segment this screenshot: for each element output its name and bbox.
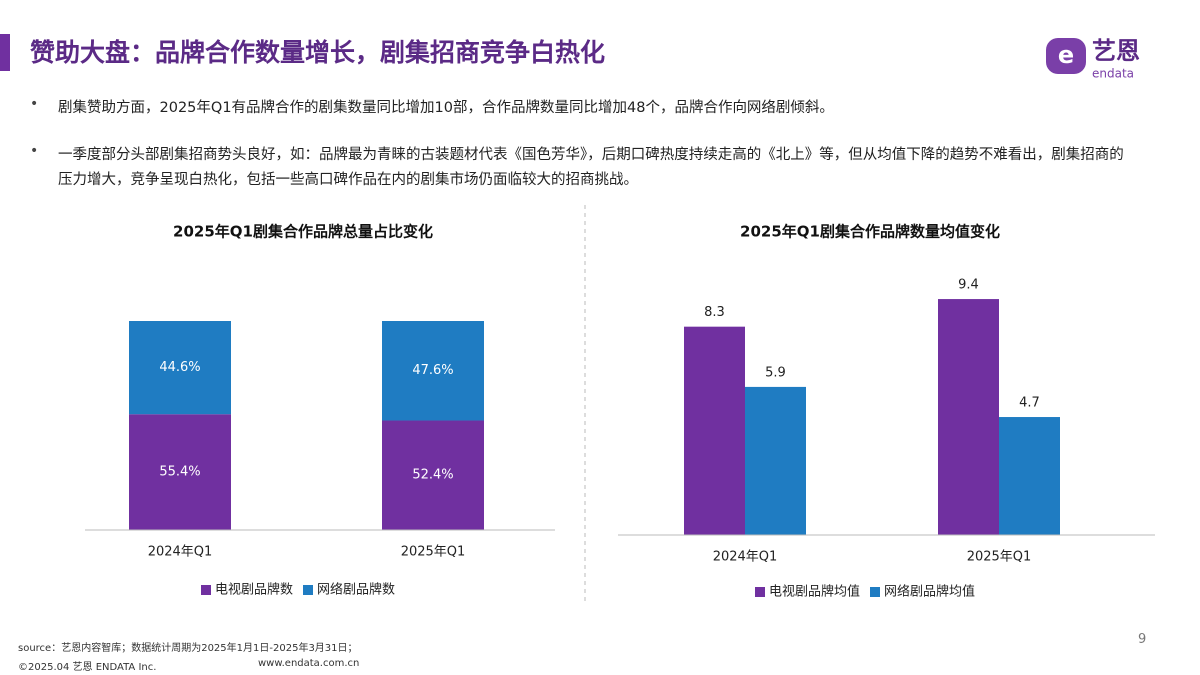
- bar: [938, 299, 999, 535]
- bar-segment: [129, 414, 231, 530]
- bullet: 剧集赞助方面，2025年Q1有品牌合作的剧集数量同比增加10部，合作品牌数量同比…: [58, 100, 834, 116]
- value-label: 52.4%: [412, 468, 453, 483]
- value-label: 55.4%: [159, 465, 200, 480]
- logo: e 艺恩 endata: [1046, 37, 1140, 81]
- value-label: 9.4: [958, 278, 979, 293]
- url: www.endata.com.cn: [258, 658, 360, 669]
- value-label: 8.3: [704, 305, 725, 320]
- x-tick-label: 2024年Q1: [148, 545, 213, 560]
- slide-title: 赞助大盘：品牌合作数量增长，剧集招商竞争白热化: [30, 38, 606, 67]
- page-number: 9: [1138, 632, 1147, 647]
- legend-swatch: [303, 585, 313, 595]
- x-tick-label: 2024年Q1: [713, 550, 778, 565]
- bar: [999, 417, 1060, 535]
- value-label: 47.6%: [412, 363, 453, 378]
- chart-title: 2025年Q1剧集合作品牌数量均值变化: [740, 223, 1000, 241]
- value-label: 44.6%: [159, 360, 200, 375]
- bullet-dot: •: [30, 96, 39, 112]
- legend-swatch: [870, 587, 880, 597]
- bar-segment: [129, 321, 231, 415]
- bar: [684, 326, 745, 535]
- logo-icon-letter: e: [1058, 41, 1074, 69]
- legend-label: 网络剧品牌均值: [884, 584, 975, 600]
- x-tick-label: 2025年Q1: [967, 550, 1032, 565]
- title-accent: [0, 34, 10, 71]
- value-label: 4.7: [1019, 396, 1040, 411]
- bar-segment: [382, 420, 484, 530]
- bar-segment: [382, 321, 484, 421]
- x-tick-label: 2025年Q1: [401, 545, 466, 560]
- bullet-dot: •: [30, 143, 39, 159]
- chart-title: 2025年Q1剧集合作品牌总量占比变化: [173, 223, 433, 241]
- source: source：艺恩内容智库；数据统计周期为2025年1月1日-2025年3月31…: [18, 643, 358, 654]
- legend-swatch: [755, 587, 765, 597]
- value-label: 5.9: [765, 365, 786, 380]
- logo-name: 艺恩: [1092, 37, 1140, 65]
- legend-swatch: [201, 585, 211, 595]
- copyright: ©2025.04 艺恩 ENDATA Inc.: [18, 662, 157, 673]
- legend-label: 网络剧品牌数: [317, 582, 395, 598]
- logo-sub: endata: [1092, 67, 1134, 81]
- legend-label: 电视剧品牌均值: [769, 584, 860, 600]
- logo-icon: [1046, 38, 1086, 74]
- legend-label: 电视剧品牌数: [215, 582, 293, 598]
- bullet: 一季度部分头部剧集招商势头良好，如：品牌最为青睐的古装题材代表《国色芳华》，后期…: [58, 147, 1124, 188]
- bar: [745, 386, 806, 535]
